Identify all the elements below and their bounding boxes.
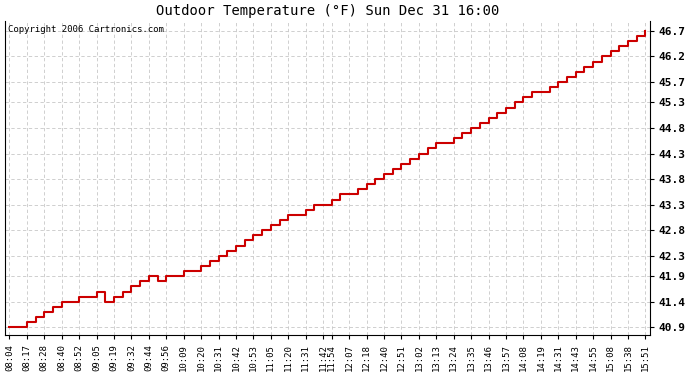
- Text: Copyright 2006 Cartronics.com: Copyright 2006 Cartronics.com: [8, 26, 164, 34]
- Title: Outdoor Temperature (°F) Sun Dec 31 16:00: Outdoor Temperature (°F) Sun Dec 31 16:0…: [156, 4, 499, 18]
